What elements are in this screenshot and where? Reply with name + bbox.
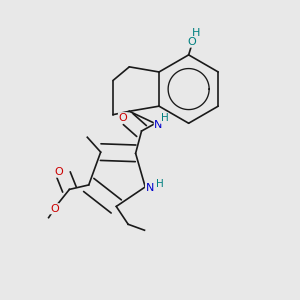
Text: N: N	[154, 120, 163, 130]
Text: O: O	[50, 204, 59, 214]
Text: H: H	[192, 28, 200, 38]
Text: O: O	[118, 113, 127, 123]
Text: O: O	[55, 167, 63, 177]
Text: N: N	[146, 183, 154, 194]
Text: H: H	[156, 179, 164, 189]
Text: O: O	[187, 37, 196, 47]
Text: H: H	[160, 113, 168, 123]
